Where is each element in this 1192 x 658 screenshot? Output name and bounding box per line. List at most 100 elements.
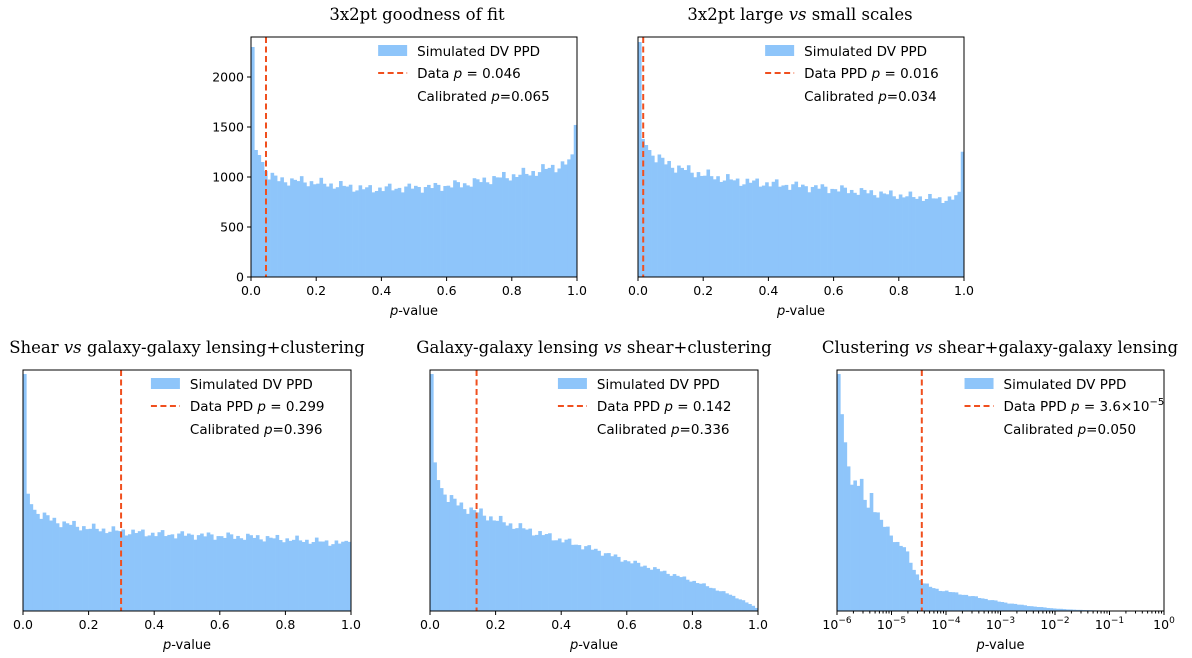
histogram-bar [741, 600, 746, 611]
histogram-bar [342, 185, 346, 277]
histogram-bar [931, 198, 936, 277]
histogram-bar [55, 523, 60, 611]
histogram-bar [264, 170, 268, 277]
histogram-bar [141, 529, 145, 611]
histogram-bar [285, 538, 290, 611]
histogram-bar [908, 562, 913, 611]
histogram-bar [420, 192, 425, 277]
x-tick-label: 1.0 [748, 617, 768, 632]
histogram-bar [993, 600, 998, 611]
histogram-bar [810, 186, 815, 277]
histogram-bar [260, 162, 265, 277]
histogram-bar [744, 602, 749, 611]
histogram-bar [587, 545, 592, 611]
histogram-bar [321, 541, 326, 611]
histogram-bar [623, 560, 628, 611]
histogram-bar [45, 515, 50, 611]
histogram-bar [846, 466, 851, 611]
histogram-bar [538, 531, 542, 611]
histogram-bar [758, 186, 763, 277]
histogram-bar [371, 192, 376, 277]
histogram-bar [947, 196, 952, 277]
x-tick-label: 10−4 [931, 616, 960, 632]
histogram-bar [355, 190, 359, 277]
histogram-bar [236, 535, 240, 611]
histogram-bar [219, 536, 224, 611]
histogram-bar [62, 521, 66, 611]
chart-title: Shear vs galaxy-galaxy lensing+clusterin… [9, 338, 365, 357]
histogram-bar [118, 531, 122, 611]
histogram-bar [283, 182, 288, 277]
histogram-bar [778, 186, 782, 277]
histogram-bar [941, 591, 946, 611]
histogram-bar [984, 598, 988, 611]
x-tick-label: 0.6 [437, 283, 457, 298]
x-tick-label: 0.6 [824, 283, 844, 298]
legend-swatch-hist [150, 378, 180, 389]
histogram-bar [196, 535, 201, 611]
histogram-bar [889, 190, 893, 277]
histogram-bar [662, 570, 667, 611]
histogram-bar [531, 535, 536, 611]
histogram-bar [381, 191, 386, 277]
histogram-bar [275, 534, 280, 611]
histogram-bar [270, 172, 275, 277]
histogram-bar [1052, 608, 1057, 611]
histogram-bar [322, 183, 327, 277]
histogram-bar [879, 519, 884, 611]
histogram-bar [977, 597, 982, 611]
histogram-bar [837, 374, 841, 611]
histogram-bar [98, 531, 103, 611]
histogram-bar [449, 187, 454, 277]
histogram-bar [49, 520, 53, 611]
histogram-bar [804, 186, 808, 277]
histogram-bar [209, 534, 214, 611]
legend-swatch-hist [378, 45, 408, 56]
histogram-bar [557, 168, 562, 277]
histogram-bar [765, 182, 769, 277]
histogram-panel: 0.0 0.2 0.4 0.6 0.8 1.0 0 500 1000 1500 2000 p-valu… [212, 36, 587, 319]
histogram-bar [1026, 606, 1031, 611]
histogram-bar [690, 172, 694, 277]
histogram-bar [318, 541, 322, 611]
histogram-bar [902, 547, 907, 611]
histogram-bar [347, 541, 352, 611]
histogram-bar [698, 583, 703, 611]
histogram-bar [101, 528, 106, 611]
histogram-bar [290, 178, 294, 277]
histogram-bar [59, 527, 63, 611]
histogram-bar [677, 165, 681, 277]
histogram-bar [600, 555, 605, 611]
histogram-bar [712, 179, 717, 277]
histogram-bar [277, 181, 281, 277]
legend-label: Calibrated p=0.050 [1004, 422, 1137, 438]
histogram-bar [1007, 603, 1011, 611]
histogram-bar [915, 198, 919, 277]
histogram-bar [685, 579, 690, 611]
histogram-bar [547, 167, 552, 277]
histogram-bar [924, 198, 929, 277]
histogram-bar [462, 183, 467, 277]
histogram-bar [544, 168, 549, 277]
histogram-bar [630, 563, 634, 611]
histogram-bar [721, 591, 726, 611]
histogram-bar [479, 508, 483, 611]
histogram-bar [902, 197, 906, 277]
histogram-bar [91, 523, 96, 611]
histogram-bar [541, 164, 545, 277]
histogram-bar [1075, 609, 1080, 611]
histogram-bar [452, 498, 457, 611]
histogram-bar [414, 185, 418, 277]
histogram-bar [915, 574, 920, 611]
histogram-bar [462, 509, 467, 611]
histogram-bar [226, 532, 230, 611]
histogram-bar [895, 541, 900, 611]
histogram-bar [689, 581, 693, 611]
histogram-bar [876, 512, 880, 611]
histogram-bar [892, 542, 897, 611]
histogram-bar [748, 182, 753, 277]
histogram-bar [521, 167, 526, 277]
histogram-bar [42, 512, 47, 611]
histogram-bar [833, 189, 838, 277]
histogram-bar [752, 180, 756, 277]
